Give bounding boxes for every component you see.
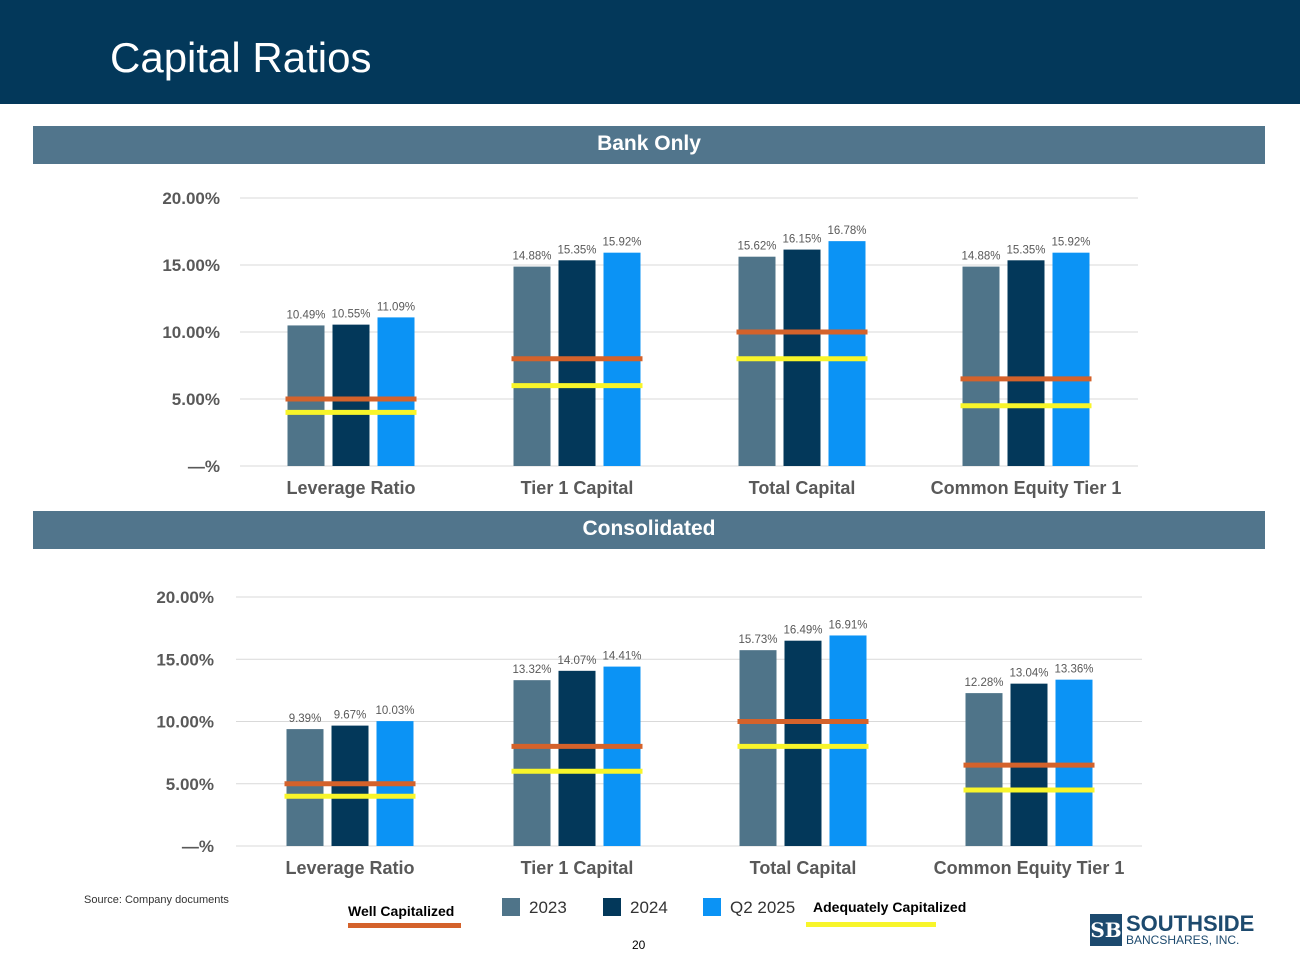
consolidated-ytick-label: 10.00% xyxy=(156,713,214,732)
legend-swatch-2024 xyxy=(603,898,621,916)
bank-only-ytick-label: 15.00% xyxy=(162,256,220,275)
consolidated-band: Consolidated xyxy=(33,511,1265,549)
consolidated-chart: —% 5.00% 10.00% 15.00% 20.00% 9.39% 9.67% 10.03… xyxy=(156,588,1142,878)
bank-only-category-label: Common Equity Tier 1 xyxy=(931,478,1122,498)
bank-only-data-label: 10.49% xyxy=(286,309,325,321)
consolidated-bar xyxy=(286,729,324,846)
legend-swatch-q2-2025 xyxy=(703,898,721,916)
consolidated-data-label: 13.36% xyxy=(1054,664,1093,676)
legend-label-2023: 2023 xyxy=(529,898,567,917)
consolidated-category-label: Tier 1 Capital xyxy=(521,858,634,878)
bank-only-data-label: 15.92% xyxy=(602,237,641,249)
consolidated-bar xyxy=(558,670,596,846)
legend-item-2023: 2023 xyxy=(502,898,567,918)
consolidated-data-label: 10.03% xyxy=(375,705,414,717)
consolidated-data-label: 12.28% xyxy=(964,677,1003,689)
consolidated-bar xyxy=(513,680,551,846)
legend-item-q2-2025: Q2 2025 xyxy=(703,898,795,918)
consolidated-ytick-label: 5.00% xyxy=(166,775,214,794)
bank-only-data-label: 16.15% xyxy=(782,234,821,246)
bank-only-bar xyxy=(1007,260,1045,466)
logo-name: SOUTHSIDE xyxy=(1126,911,1255,936)
legend-well-capitalized-label: Well Capitalized xyxy=(348,903,455,919)
consolidated-ytick-label: 20.00% xyxy=(156,588,214,607)
consolidated-bar xyxy=(829,635,867,846)
bank-only-bar xyxy=(1052,252,1090,466)
consolidated-data-label: 13.32% xyxy=(512,664,551,676)
consolidated-data-label: 9.67% xyxy=(334,710,367,722)
legend-well-capitalized: Well Capitalized xyxy=(348,903,461,928)
legend-item-2024: 2024 xyxy=(603,898,668,918)
consolidated-category-label: Total Capital xyxy=(750,858,857,878)
bank-only-bar xyxy=(828,241,866,466)
consolidated-data-label: 16.49% xyxy=(783,625,822,637)
page-number: 20 xyxy=(632,938,646,952)
bank-only-ytick-label: 20.00% xyxy=(162,189,220,208)
consolidated-bar xyxy=(603,666,641,846)
bank-only-bar xyxy=(738,256,776,466)
source-note: Source: Company documents xyxy=(84,894,229,906)
legend-label-2024: 2024 xyxy=(630,898,668,917)
legend-label-q2-2025: Q2 2025 xyxy=(730,898,796,917)
consolidated-data-label: 15.73% xyxy=(738,634,777,646)
consolidated-data-label: 14.41% xyxy=(602,651,641,663)
bank-only-chart: —% 5.00% 10.00% 15.00% 20.00% 10.49% 10.55% 11.… xyxy=(162,189,1138,498)
bank-only-ytick-label: 5.00% xyxy=(172,390,220,409)
bank-only-category-label: Total Capital xyxy=(749,478,856,498)
bank-only-data-label: 15.35% xyxy=(557,244,596,256)
bank-only-bar xyxy=(558,260,596,466)
bank-only-bar xyxy=(287,325,325,466)
bank-only-category-label: Tier 1 Capital xyxy=(521,478,634,498)
bank-only-data-label: 15.92% xyxy=(1051,237,1090,249)
bank-only-data-label: 14.88% xyxy=(512,251,551,263)
consolidated-ytick-label: —% xyxy=(182,837,214,856)
bank-only-data-label: 15.35% xyxy=(1006,244,1045,256)
consolidated-data-label: 14.07% xyxy=(557,655,596,667)
logo-subtitle: BANCSHARES, INC. xyxy=(1126,933,1240,947)
bank-only-ytick-label: 10.00% xyxy=(162,323,220,342)
legend-well-capitalized-line xyxy=(348,923,461,928)
consolidated-category-label: Common Equity Tier 1 xyxy=(934,858,1125,878)
legend-adequately-capitalized: Adequately Capitalized xyxy=(806,899,966,927)
bank-only-data-label: 16.78% xyxy=(827,225,866,237)
consolidated-data-label: 16.91% xyxy=(828,619,867,631)
company-logo: SB SOUTHSIDE BANCSHARES, INC. xyxy=(1090,911,1260,952)
bank-only-data-label: 10.55% xyxy=(331,309,370,321)
bank-only-ytick-label: —% xyxy=(188,457,220,476)
bank-only-data-label: 15.62% xyxy=(737,241,776,253)
bank-only-category-label: Leverage Ratio xyxy=(286,478,415,498)
bank-only-data-label: 11.09% xyxy=(377,301,415,313)
consolidated-bar xyxy=(965,693,1003,846)
bank-only-bar xyxy=(377,317,415,466)
consolidated-ytick-label: 15.00% xyxy=(156,650,214,669)
bank-only-data-label: 14.88% xyxy=(961,251,1000,263)
consolidated-data-label: 13.04% xyxy=(1009,668,1048,680)
legend-swatch-2023 xyxy=(502,898,520,916)
legend-adequately-capitalized-line xyxy=(806,922,936,927)
bank-only-bar xyxy=(962,266,1000,466)
header-banner: Capital Ratios xyxy=(0,0,1300,104)
bank-only-bar xyxy=(513,266,551,466)
bank-only-band: Bank Only xyxy=(33,126,1265,164)
consolidated-bar xyxy=(784,640,822,846)
logo-mark: SB xyxy=(1090,914,1122,946)
consolidated-data-label: 9.39% xyxy=(289,713,322,725)
legend-adequately-capitalized-label: Adequately Capitalized xyxy=(813,899,967,915)
consolidated-category-label: Leverage Ratio xyxy=(285,858,414,878)
bank-only-bar xyxy=(332,324,370,466)
page-title: Capital Ratios xyxy=(110,34,372,81)
